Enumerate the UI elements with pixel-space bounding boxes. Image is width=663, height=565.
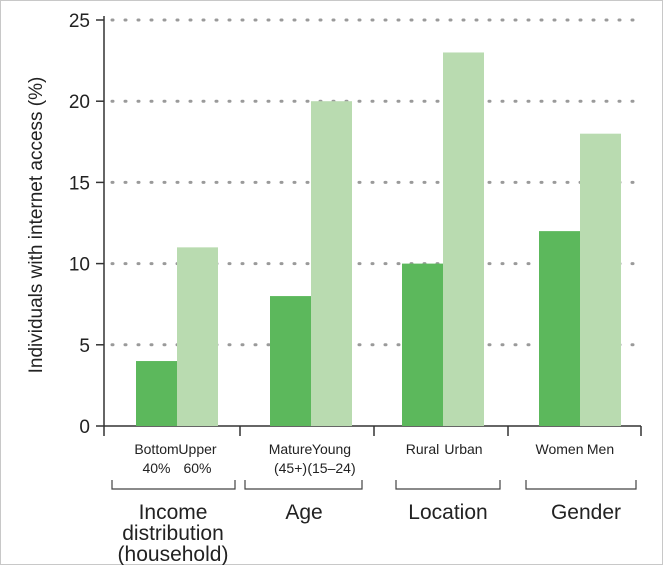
x-category-label: Urban (444, 441, 482, 457)
group-label: (household) (118, 543, 229, 565)
x-category-label: Men (587, 441, 614, 457)
group-label: Location (408, 501, 487, 524)
group-bracket (395, 480, 501, 490)
y-tick-label: 25 (69, 11, 90, 32)
bar (270, 296, 311, 426)
y-tick-label: 15 (69, 173, 90, 194)
x-category-label: (15–24) (307, 460, 355, 476)
bar (311, 101, 352, 426)
group-label: Income (139, 501, 208, 524)
bar (443, 52, 484, 426)
group-label: Gender (551, 501, 621, 524)
y-tick-label: 20 (69, 92, 90, 113)
x-category-label: 40% (142, 460, 170, 476)
bar (136, 361, 177, 426)
group-bracket (525, 480, 637, 490)
group-label: distribution (122, 522, 224, 545)
y-tick-label: 10 (69, 255, 90, 276)
x-category-label: Young (312, 441, 351, 457)
x-category-label: Bottom (134, 441, 178, 457)
x-category-label: Mature (269, 441, 313, 457)
bar (402, 263, 443, 426)
group-bracket (111, 480, 236, 490)
group-label: Age (285, 501, 322, 524)
bar (580, 133, 621, 426)
y-tick-label: 0 (79, 417, 90, 438)
y-tick-label: 5 (79, 336, 90, 357)
x-category-label: Upper (178, 441, 216, 457)
bar (539, 231, 580, 426)
x-category-label: 60% (183, 460, 211, 476)
bar (177, 247, 218, 426)
x-category-label: Rural (406, 441, 439, 457)
group-bracket (244, 480, 363, 490)
x-category-label: Women (536, 441, 584, 457)
x-category-label: (45+) (274, 460, 307, 476)
y-axis-label: Individuals with internet access (%) (26, 77, 47, 374)
